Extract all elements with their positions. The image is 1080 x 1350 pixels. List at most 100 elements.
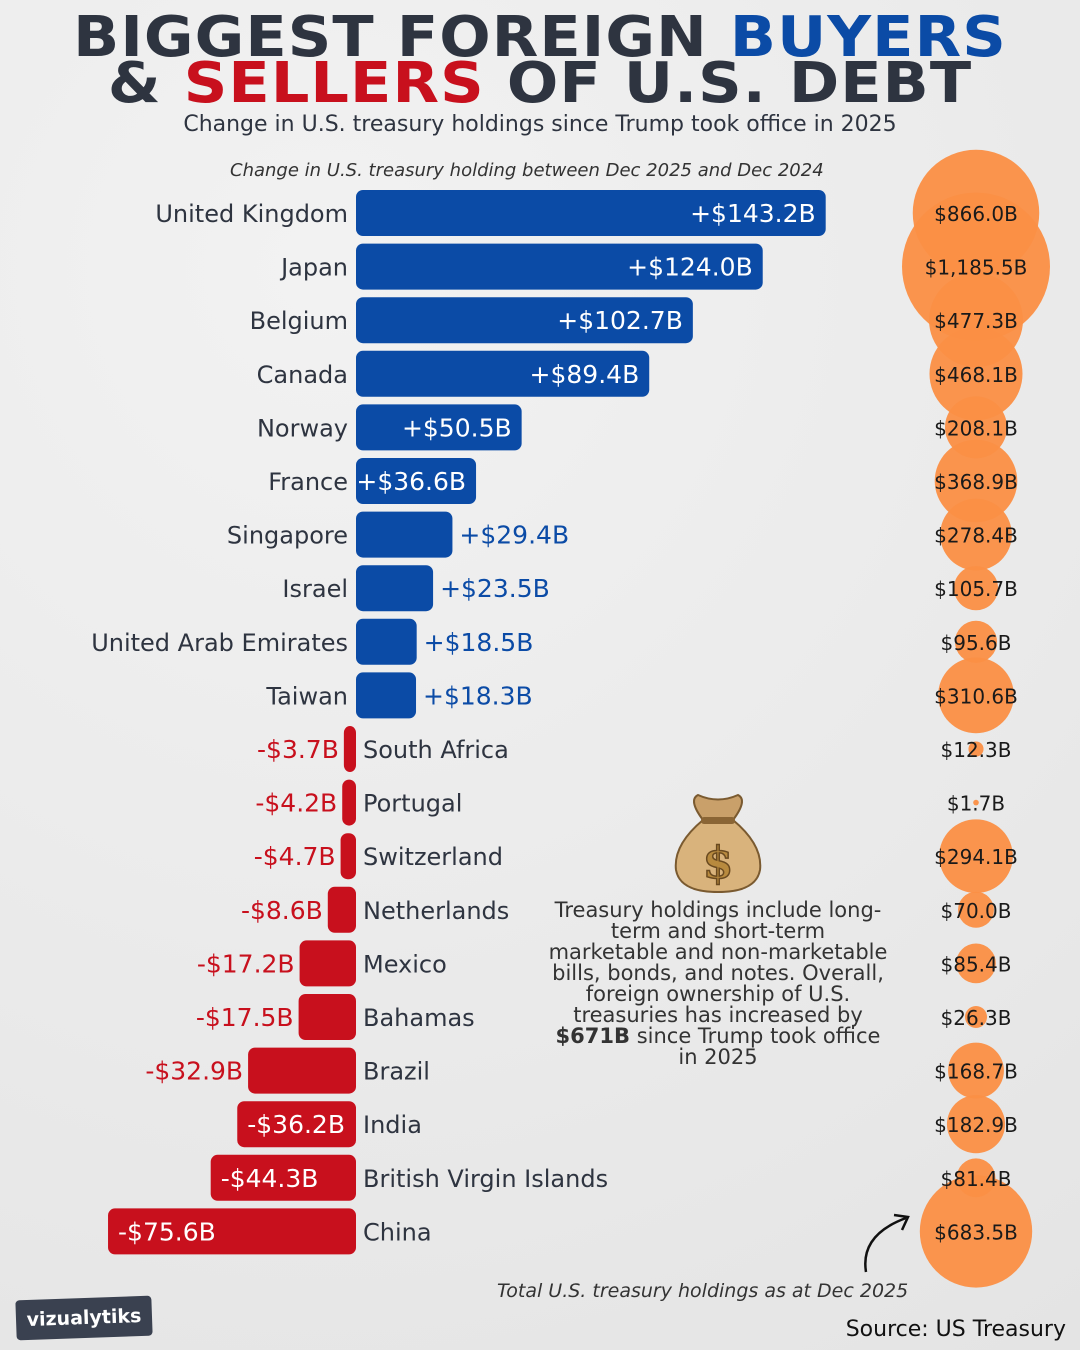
bar-value-label: -$36.2B bbox=[247, 1110, 345, 1139]
bubble-value-label: $182.9B bbox=[934, 1113, 1018, 1137]
bar bbox=[248, 1047, 356, 1094]
bar-value-label: -$75.6B bbox=[118, 1217, 216, 1246]
bubble-value-label: $468.1B bbox=[934, 363, 1018, 387]
money-bag-icon: $ bbox=[674, 793, 762, 894]
country-label: India bbox=[363, 1111, 422, 1139]
bar-value-label: -$44.3B bbox=[221, 1164, 319, 1193]
bar bbox=[237, 1101, 356, 1148]
bubble-value-label: $105.7B bbox=[934, 577, 1018, 601]
bar-value-label: +$36.6B bbox=[356, 467, 466, 496]
bubble bbox=[973, 799, 979, 806]
country-label: United Arab Emirates bbox=[91, 629, 348, 657]
bubble-value-label: $12.3B bbox=[941, 738, 1012, 762]
country-label: Bahamas bbox=[363, 1004, 475, 1032]
country-label: Israel bbox=[282, 575, 348, 603]
bar bbox=[356, 190, 826, 236]
bubble-note: Total U.S. treasury holdings as at Dec 2… bbox=[497, 1280, 909, 1302]
country-label: Brazil bbox=[363, 1058, 430, 1086]
bar-value-label: -$17.2B bbox=[197, 949, 295, 978]
bubble bbox=[948, 1042, 1004, 1099]
country-label: United Kingdom bbox=[155, 200, 348, 228]
bar-value-label: -$17.5B bbox=[196, 1003, 294, 1032]
bar-value-label: +$143.2B bbox=[690, 199, 816, 228]
title-buyers: BUYERS bbox=[729, 5, 1007, 70]
bubble bbox=[946, 1095, 1006, 1154]
bar-value-label: +$50.5B bbox=[402, 413, 512, 442]
bar bbox=[298, 994, 356, 1040]
bubble bbox=[919, 1175, 1033, 1288]
bar bbox=[356, 618, 417, 665]
bubble-value-label: $278.4B bbox=[934, 524, 1018, 548]
bar bbox=[356, 350, 650, 397]
bar bbox=[340, 833, 356, 880]
bubble-value-label: $26.3B bbox=[941, 1006, 1012, 1030]
bubble-value-label: $683.5B bbox=[934, 1220, 1018, 1244]
bar bbox=[356, 297, 693, 344]
title-line-1: BIGGEST FOREIGN BUYERS bbox=[0, 10, 1080, 66]
bar-value-label: +$23.5B bbox=[440, 574, 550, 603]
title-text: BIGGEST FOREIGN bbox=[73, 5, 730, 70]
bubble-value-label: $866.0B bbox=[934, 202, 1018, 226]
bar bbox=[356, 458, 477, 504]
country-label: China bbox=[363, 1218, 432, 1246]
country-label: Singapore bbox=[227, 522, 348, 550]
country-label: South Africa bbox=[363, 736, 509, 764]
annotation-text: since Trump took office in 2025 bbox=[630, 1024, 881, 1069]
country-label: France bbox=[268, 468, 348, 496]
bar bbox=[108, 1208, 356, 1255]
bar-value-label: +$89.4B bbox=[530, 360, 640, 389]
bubble bbox=[934, 439, 1018, 523]
bar bbox=[356, 404, 522, 451]
svg-text:$: $ bbox=[703, 838, 734, 889]
bubble bbox=[953, 566, 999, 611]
bubble bbox=[929, 327, 1023, 421]
bar-value-label: +$124.0B bbox=[627, 253, 753, 282]
curved-arrow-icon bbox=[864, 1213, 910, 1273]
bubble bbox=[940, 498, 1012, 571]
country-label: Japan bbox=[279, 254, 348, 282]
bar bbox=[356, 672, 417, 719]
country-label: Portugal bbox=[363, 790, 462, 818]
bubble-value-label: $477.3B bbox=[934, 309, 1018, 333]
bubble-value-label: $368.9B bbox=[934, 470, 1018, 494]
bar-value-label: +$102.7B bbox=[557, 306, 683, 335]
bar-value-label: -$4.2B bbox=[255, 789, 337, 818]
bubble-value-label: $310.6B bbox=[934, 684, 1018, 708]
subtitle: Change in U.S. treasury holdings since T… bbox=[183, 112, 897, 137]
bar bbox=[342, 779, 356, 826]
source: Source: US Treasury bbox=[845, 1317, 1066, 1342]
logo: vizualytiks bbox=[15, 1295, 153, 1341]
bubble bbox=[964, 1005, 988, 1029]
country-label: Taiwan bbox=[265, 682, 348, 710]
bar-value-label: +$18.3B bbox=[423, 681, 533, 710]
title-line-2: & SELLERS OF U.S. DEBT bbox=[0, 56, 1080, 112]
country-label: Switzerland bbox=[363, 843, 503, 871]
bar bbox=[356, 511, 453, 558]
title-sellers: SELLERS bbox=[183, 51, 485, 116]
bar bbox=[327, 886, 356, 933]
country-label: Netherlands bbox=[363, 897, 509, 925]
country-label: Norway bbox=[257, 414, 348, 442]
country-label: Canada bbox=[257, 361, 348, 389]
annotation-total: $671B bbox=[555, 1024, 631, 1048]
bar bbox=[210, 1154, 356, 1201]
bar-chart-title: Change in U.S. treasury holding between … bbox=[230, 160, 824, 181]
bubble bbox=[938, 657, 1014, 734]
bar bbox=[343, 726, 356, 772]
country-label: British Virgin Islands bbox=[363, 1165, 608, 1193]
title-text: OF U.S. DEBT bbox=[484, 51, 973, 116]
bubble-value-label: $85.4B bbox=[941, 952, 1012, 976]
bubble-value-label: $70.0B bbox=[941, 899, 1012, 923]
bubble-value-label: $95.6B bbox=[941, 631, 1012, 655]
bar bbox=[356, 565, 434, 612]
country-label: Mexico bbox=[363, 950, 447, 978]
annotation-text: Treasury holdings include long-term and … bbox=[548, 898, 888, 1027]
bubble-value-label: $168.7B bbox=[934, 1060, 1018, 1084]
bar-value-label: -$4.7B bbox=[254, 842, 336, 871]
bubble-value-label: $208.1B bbox=[934, 416, 1018, 440]
country-label: Belgium bbox=[250, 307, 348, 335]
bar-value-label: -$3.7B bbox=[257, 735, 339, 764]
bar-value-label: -$32.9B bbox=[145, 1057, 243, 1086]
